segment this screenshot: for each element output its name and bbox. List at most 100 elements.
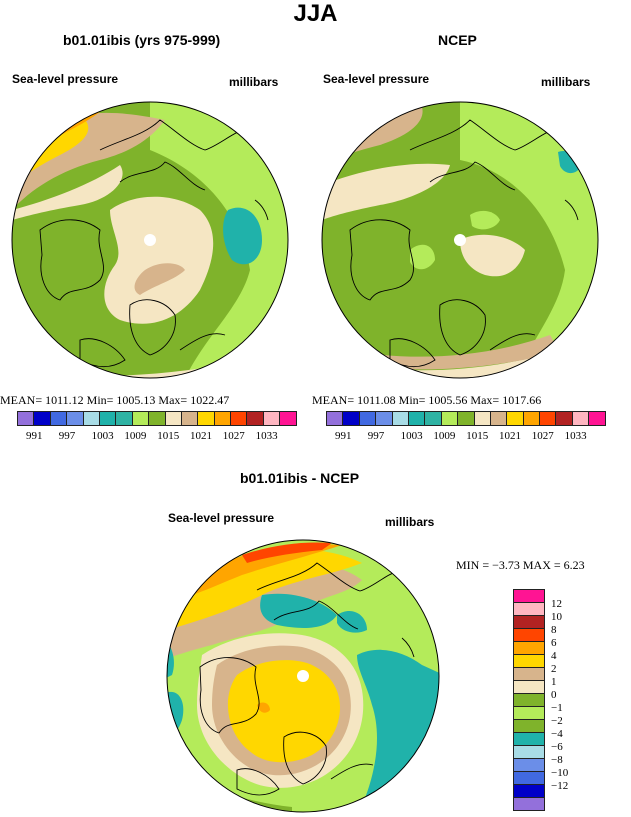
colorbar-label: 1033 [255,430,278,442]
colorbar-swatch [148,411,166,426]
left-map [11,101,289,379]
colorbar-swatch [17,411,35,426]
colorbar-swatch [489,411,508,426]
colorbar-swatch [555,411,573,426]
left-panel-units: millibars [229,75,279,89]
colorbar-swatch [513,589,545,603]
right-map [321,101,599,379]
colorbar-swatch [180,411,199,426]
colorbar-swatch [513,719,545,733]
diff-panel-title: b01.01ibis - NCEP [240,470,360,486]
colorbar-label: 991 [335,430,352,442]
colorbar-label: 1 [551,676,557,688]
colorbar-swatch [246,411,264,426]
colorbar-label: 2 [551,663,557,675]
colorbar-label: 4 [551,650,557,662]
colorbar-label: −4 [551,728,563,740]
colorbar-label: 1021 [499,430,521,442]
colorbar-label: 10 [551,611,562,623]
colorbar-swatch [131,411,150,426]
left-panel-title: b01.01ibis (yrs 975-999) [63,32,221,48]
colorbar-label: 1015 [157,430,180,442]
colorbar-swatch [513,745,545,759]
left-colorbar [17,411,297,426]
colorbar-label: −10 [551,767,569,779]
colorbar-swatch [391,411,409,426]
colorbar-swatch [279,411,297,426]
colorbar-swatch [522,411,541,426]
colorbar-swatch [326,411,344,426]
diff-panel-stats: MIN = −3.73 MAX = 6.23 [456,558,585,572]
colorbar-label: −6 [551,741,563,753]
left-panel-stats: MEAN= 1011.12 Min= 1005.13 Max= 1022.47 [0,393,230,407]
colorbar-label: 1033 [564,430,587,442]
colorbar-swatch [457,411,475,426]
left-colorbar-labels: 991 997 1003 1009 1015 1021 1027 1033 [18,430,298,444]
colorbar-label: 1009 [124,430,147,442]
colorbar-label: 6 [551,637,557,649]
colorbar-label: 997 [367,430,385,442]
right-panel-units: millibars [541,75,591,89]
colorbar-label: 1015 [466,430,489,442]
colorbar-swatch [506,411,524,426]
colorbar-swatch [98,411,117,426]
colorbar-swatch [513,615,545,629]
colorbar-swatch [115,411,133,426]
colorbar-swatch [513,667,545,681]
colorbar-label: 1027 [222,430,245,442]
colorbar-swatch [513,784,545,798]
right-colorbar-labels: 991 997 1003 1009 1015 1021 1027 1033 [327,430,607,444]
colorbar-swatch [513,654,545,668]
colorbar-swatch [358,411,377,426]
colorbar-swatch [513,706,545,720]
colorbar-swatch [407,411,426,426]
colorbar-label: −2 [551,715,563,727]
diff-panel-units: millibars [385,515,435,529]
colorbar-label: 1003 [400,430,423,442]
right-panel-label: Sea-level pressure [323,72,430,86]
main-title: JJA [293,0,338,27]
diff-colorbar-labels: 12 10 8 6 4 2 1 0 −1 −2 −4 −6 −8 −10 −12 [551,590,591,812]
colorbar-swatch [588,411,606,426]
colorbar-swatch [213,411,232,426]
right-panel-stats: MEAN= 1011.08 Min= 1005.56 Max= 1017.66 [312,393,542,407]
colorbar-label: 12 [551,598,562,610]
colorbar-swatch [440,411,459,426]
left-panel-label: Sea-level pressure [12,72,119,86]
colorbar-swatch [513,693,545,707]
colorbar-swatch [513,680,545,694]
colorbar-swatch [82,411,100,426]
colorbar-label: 8 [551,624,557,636]
colorbar-swatch [571,411,590,426]
colorbar-label: 1003 [91,430,114,442]
colorbar-swatch [375,411,393,426]
colorbar-label: −1 [551,702,563,714]
colorbar-swatch [424,411,442,426]
colorbar-label: 997 [58,430,76,442]
colorbar-label: −12 [551,780,569,792]
colorbar-label: 0 [551,689,557,701]
colorbar-swatch [513,771,545,785]
colorbar-swatch [473,411,491,426]
right-colorbar [326,411,606,426]
colorbar-swatch [49,411,68,426]
colorbar-swatch [33,411,51,426]
colorbar-label: 1009 [433,430,456,442]
diff-panel-label: Sea-level pressure [168,511,275,525]
colorbar-swatch [164,411,182,426]
colorbar-swatch [342,411,360,426]
colorbar-swatch [66,411,84,426]
diff-map [166,539,440,813]
diff-colorbar [513,589,545,812]
colorbar-label: 1027 [531,430,554,442]
colorbar-swatch [262,411,281,426]
colorbar-swatch [513,602,545,616]
colorbar-swatch [513,732,545,746]
colorbar-swatch [539,411,557,426]
colorbar-swatch [197,411,215,426]
colorbar-swatch [513,641,545,655]
colorbar-swatch [230,411,248,426]
colorbar-swatch [513,758,545,772]
colorbar-label: 991 [26,430,43,442]
right-panel-title: NCEP [438,32,477,48]
